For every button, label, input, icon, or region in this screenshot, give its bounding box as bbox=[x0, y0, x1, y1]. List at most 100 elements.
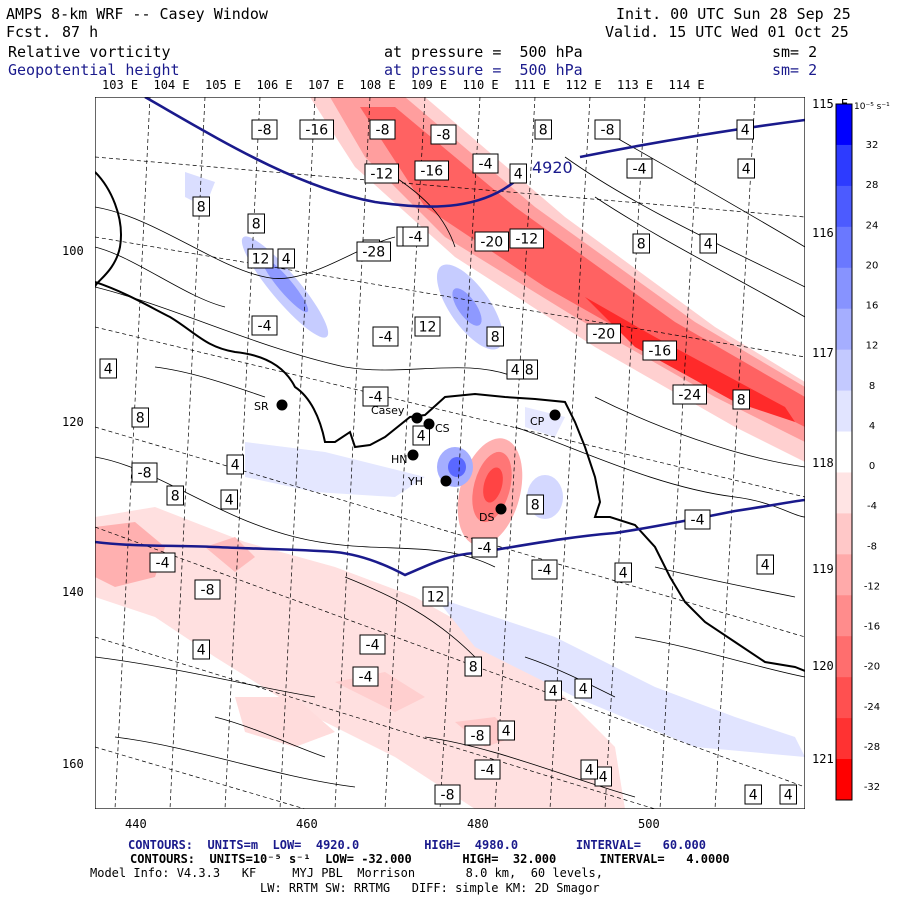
vorticity-value-label: 8 bbox=[131, 407, 149, 428]
vorticity-value-label: 12 bbox=[247, 248, 274, 269]
vorticity-value-label: -8 bbox=[430, 124, 457, 145]
x-tick-label: 460 bbox=[296, 817, 318, 831]
vorticity-value-label: -8 bbox=[464, 725, 491, 746]
x-tick-label: 480 bbox=[467, 817, 489, 831]
vorticity-value-label: 4 bbox=[226, 454, 244, 475]
station-label: SR bbox=[254, 400, 269, 413]
colorbar-tick-label: -4 bbox=[867, 501, 877, 512]
vorticity-value-label: -16 bbox=[642, 340, 677, 361]
field2-smoothing: sm= 2 bbox=[772, 61, 818, 79]
colorbar-swatch bbox=[836, 595, 852, 637]
vorticity-value-label: -4 bbox=[251, 315, 278, 336]
x-tick-label: 440 bbox=[125, 817, 147, 831]
svg-text:8: 8 bbox=[197, 200, 206, 216]
colorbar-tick-label: 4 bbox=[869, 421, 875, 432]
vorticity-value-label: 4 bbox=[509, 163, 527, 184]
svg-text:-8: -8 bbox=[437, 128, 451, 144]
top-lon-label: 106 E bbox=[256, 78, 293, 92]
vorticity-value-label: 4 bbox=[99, 358, 117, 379]
svg-text:-4: -4 bbox=[538, 563, 552, 579]
vorticity-value-label: -8 bbox=[594, 119, 621, 140]
height-contour-label: 4920 bbox=[532, 158, 573, 177]
svg-text:-24: -24 bbox=[678, 388, 701, 404]
y-tick-label: 120 bbox=[62, 415, 84, 429]
top-lon-label: 110 E bbox=[462, 78, 499, 92]
station-marker bbox=[440, 475, 452, 487]
colorbar-tick-label: 24 bbox=[866, 220, 879, 231]
vorticity-value-label: 4 bbox=[779, 784, 797, 805]
model-info-physics: LW: RRTM SW: RRTMG DIFF: simple KM: 2D S… bbox=[260, 881, 600, 895]
y-tick-label: 140 bbox=[62, 585, 84, 599]
svg-text:4: 4 bbox=[514, 167, 523, 183]
colorbar-swatch bbox=[836, 104, 852, 146]
top-lon-label: 109 E bbox=[411, 78, 448, 92]
station-marker bbox=[276, 399, 288, 411]
svg-text:-4: -4 bbox=[479, 157, 493, 173]
svg-text:-4: -4 bbox=[379, 330, 393, 346]
vorticity-value-label: -16 bbox=[299, 119, 334, 140]
colorbar-tick-label: -32 bbox=[864, 782, 880, 793]
svg-text:-8: -8 bbox=[441, 788, 455, 804]
vorticity-value-label: 8 bbox=[464, 656, 482, 677]
svg-text:8: 8 bbox=[171, 489, 180, 505]
svg-text:8: 8 bbox=[637, 237, 646, 253]
vorticity-value-label: 4 bbox=[699, 233, 717, 254]
vorticity-value-label: -20 bbox=[474, 231, 509, 252]
model-title: AMPS 8-km WRF -- Casey Window bbox=[6, 5, 268, 23]
vorticity-value-label: 8 bbox=[732, 389, 750, 410]
svg-text:-16: -16 bbox=[305, 123, 328, 139]
vorticity-value-label: 4 bbox=[594, 766, 612, 787]
colorbar-tick-label: 20 bbox=[866, 260, 879, 271]
vorticity-value-label: -20 bbox=[586, 323, 621, 344]
svg-text:-8: -8 bbox=[258, 123, 272, 139]
map-panel: 4920 -8-16-8-88-84-12-16-44-4488-4-20-12… bbox=[95, 97, 805, 809]
vorticity-value-label: -12 bbox=[509, 228, 544, 249]
svg-text:8: 8 bbox=[491, 330, 500, 346]
vorticity-value-label: -4 bbox=[684, 509, 711, 530]
svg-text:4: 4 bbox=[619, 566, 628, 582]
colorbar-tick-label: -16 bbox=[864, 622, 880, 633]
colorbar-tick-label: 0 bbox=[869, 461, 875, 472]
colorbar-tick-label: -8 bbox=[867, 541, 877, 552]
vorticity-contours bbox=[95, 136, 805, 798]
svg-text:4: 4 bbox=[549, 684, 558, 700]
vorticity-value-label: 4 bbox=[737, 158, 755, 179]
vorticity-value-label: 4 bbox=[192, 639, 210, 660]
station-label: YH bbox=[407, 475, 423, 488]
colorbar-swatch bbox=[836, 267, 852, 310]
vorticity-value-label: -16 bbox=[414, 160, 449, 181]
svg-text:-4: -4 bbox=[478, 541, 492, 557]
vorticity-value-label: -4 bbox=[362, 386, 389, 407]
field2-name: Geopotential height bbox=[8, 61, 180, 79]
svg-text:-8: -8 bbox=[138, 466, 152, 482]
vorticity-label-group: -8-16-8-88-84-12-16-44-4488-4-20-1284124… bbox=[99, 119, 797, 805]
vorticity-value-label: 8 bbox=[247, 213, 265, 234]
svg-text:4: 4 bbox=[225, 493, 234, 509]
vorticity-value-label: -8 bbox=[131, 462, 158, 483]
vorticity-value-label: 4 bbox=[744, 784, 762, 805]
vorticity-value-label: 4 bbox=[736, 119, 754, 140]
svg-text:-4: -4 bbox=[691, 513, 705, 529]
svg-text:4: 4 bbox=[417, 429, 426, 445]
vorticity-value-label: -4 bbox=[402, 226, 429, 247]
colorbar: 10⁻⁵ s⁻¹ 32 28 24 20 16 12 8 4 0 -4 -8 -12 -16 -20 -24 -… bbox=[835, 102, 890, 801]
svg-text:4: 4 bbox=[784, 788, 793, 804]
svg-text:-12: -12 bbox=[370, 167, 393, 183]
station-marker bbox=[549, 409, 561, 421]
svg-text:-8: -8 bbox=[376, 123, 390, 139]
top-lon-label: 114 E bbox=[668, 78, 705, 92]
top-lon-label: 108 E bbox=[359, 78, 396, 92]
svg-text:8: 8 bbox=[531, 498, 540, 514]
svg-text:8: 8 bbox=[539, 123, 548, 139]
colorbar-tick-label: 8 bbox=[869, 381, 875, 392]
lat-lon-grid bbox=[95, 97, 805, 809]
station-label: HN bbox=[391, 453, 408, 466]
svg-text:-28: -28 bbox=[362, 245, 385, 261]
vorticity-value-label: -8 bbox=[369, 119, 396, 140]
svg-text:8: 8 bbox=[525, 363, 534, 379]
vorticity-value-label: 8 bbox=[632, 233, 650, 254]
colorbar-tick-label: 28 bbox=[866, 180, 879, 191]
vorticity-value-label: 4 bbox=[506, 359, 524, 380]
colorbar-swatch bbox=[836, 513, 852, 555]
coastline bbox=[95, 171, 805, 672]
